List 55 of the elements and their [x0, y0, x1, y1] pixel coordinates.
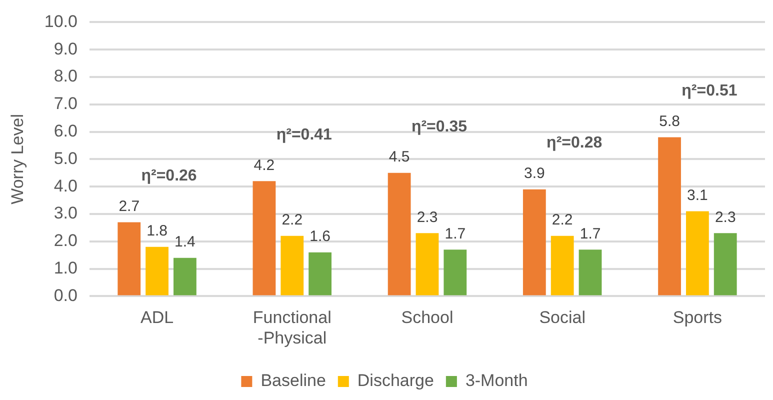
- legend-label: Baseline: [260, 371, 326, 390]
- data-label: 2.3: [416, 208, 438, 226]
- bar: [714, 233, 737, 296]
- y-tick-label: 5.0: [54, 148, 78, 168]
- y-tick-label: 9.0: [54, 39, 78, 58]
- bar: [578, 250, 602, 296]
- bar: [416, 233, 439, 296]
- x-tick-label: Social: [539, 308, 586, 328]
- data-label: 2.2: [552, 212, 573, 229]
- legend-label: Discharge: [357, 371, 434, 390]
- data-label: 3.1: [687, 186, 708, 204]
- annotation: η²=0.26: [141, 168, 197, 185]
- y-tick-label: 0.0: [54, 286, 78, 305]
- bar: [522, 189, 546, 296]
- y-axis-title: Worry Level: [8, 114, 27, 204]
- data-label: 1.6: [310, 228, 330, 245]
- data-label: 2.7: [118, 198, 140, 215]
- y-tick-label: 1.0: [54, 258, 78, 278]
- y-tick-label: 6.0: [54, 121, 78, 140]
- y-tick-label: 8.0: [54, 66, 78, 86]
- data-label: 2.2: [282, 212, 303, 229]
- annotation: η²=0.51: [682, 82, 738, 100]
- bar: [174, 258, 196, 296]
- data-label: 5.8: [659, 112, 680, 130]
- data-label: 2.3: [714, 208, 736, 226]
- y-tick-label: 10.0: [44, 12, 78, 31]
- bar: [280, 236, 304, 296]
- x-tick-label: ADL: [140, 308, 174, 328]
- bar: [388, 172, 411, 296]
- data-label: 1.7: [580, 225, 601, 242]
- bar: [444, 250, 467, 296]
- x-tick-label: Functional -Physical: [252, 308, 332, 348]
- bar: [118, 222, 141, 296]
- y-tick-label: 2.0: [54, 231, 78, 250]
- data-label: 1.4: [174, 233, 196, 250]
- y-tick-label: 3.0: [54, 204, 78, 223]
- x-tick-label: School: [401, 308, 454, 328]
- data-label: 4.2: [254, 156, 275, 174]
- y-tick-label: 7.0: [54, 94, 78, 114]
- data-label: 1.7: [444, 225, 466, 242]
- bar: [146, 246, 168, 296]
- bar: [550, 236, 574, 296]
- bar: [308, 252, 332, 296]
- annotation: η²=0.41: [276, 126, 332, 144]
- data-label: 3.9: [524, 164, 545, 182]
- annotation: η²=0.28: [546, 134, 602, 152]
- annotation: η²=0.35: [411, 118, 468, 136]
- y-tick-label: 4.0: [54, 176, 78, 196]
- data-label: 1.8: [146, 222, 168, 240]
- bar: [658, 137, 681, 296]
- data-label: 4.5: [388, 148, 410, 166]
- bar: [252, 181, 276, 296]
- bar: [686, 211, 709, 296]
- legend-label: 3-Month: [465, 371, 528, 390]
- x-tick-label: Sports: [672, 308, 722, 328]
